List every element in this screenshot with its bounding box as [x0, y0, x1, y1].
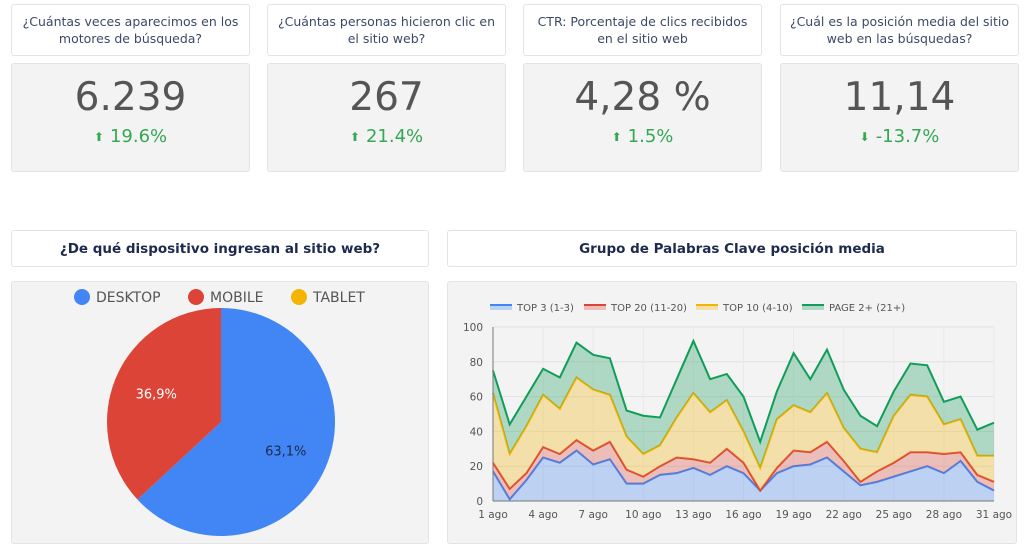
- kpi-scorecard: 6.239 ⬆ 19.6%: [11, 63, 250, 172]
- pie-slice-desktop: [137, 308, 335, 536]
- pie-chart-title: ¿De qué dispositivo ingresan al sitio we…: [11, 230, 429, 267]
- legend-line: [802, 304, 824, 306]
- legend-label: MOBILE: [210, 290, 263, 306]
- arrow-up-icon: ⬆: [93, 129, 104, 144]
- y-tick-label: 0: [476, 496, 483, 508]
- legend-line: [584, 304, 606, 306]
- area-line-series-1: [492, 438, 995, 493]
- x-tick-label: 7 ago: [578, 509, 608, 521]
- kpi-question: CTR: Porcentaje de clics recibidos en el…: [523, 4, 762, 56]
- area-line-series-3: [492, 338, 995, 445]
- legend-label: TOP 20 (11-20): [610, 303, 687, 314]
- area-fill-series-3: [493, 340, 994, 468]
- x-tick-label: 1 ago: [478, 509, 508, 521]
- legend-marker: [74, 289, 90, 305]
- arrow-down-icon: ⬇: [859, 129, 870, 144]
- x-tick-label: 16 ago: [725, 509, 761, 521]
- x-tick-label: 19 ago: [775, 509, 811, 521]
- kpi-delta: 19.6%: [109, 126, 168, 147]
- y-tick-label: 60: [470, 392, 483, 404]
- y-tick-label: 40: [470, 426, 483, 438]
- kpi-scorecard: 267 ⬆ 21.4%: [267, 63, 506, 172]
- legend-label: PAGE 2+ (21+): [829, 303, 905, 314]
- kpi-question: ¿Cuál es la posición media del sitio web…: [780, 4, 1019, 56]
- area-fill-series-1: [493, 440, 994, 500]
- legend-marker: [291, 289, 307, 305]
- y-tick-label: 100: [463, 322, 483, 334]
- area-chart-title: Grupo de Palabras Clave posición media: [447, 230, 1017, 267]
- pie-slice-mobile: [106, 308, 221, 500]
- pie-data-label: 36,9%: [136, 388, 177, 403]
- kpi-scorecard: 11,14 ⬇ -13.7%: [780, 63, 1019, 172]
- keyword-position-area-chart: 0 20 40 60 80 100 1 ago 4 ago 7 ago 10 ago 13 ago 1…: [447, 281, 1017, 544]
- device-pie-chart: DESKTOP MOBILE TABLET 63,1% 36,9%: [11, 281, 429, 544]
- kpi-delta: -13.7%: [875, 126, 940, 147]
- y-tick-label: 80: [470, 357, 483, 369]
- x-tick-label: 4 ago: [528, 509, 558, 521]
- legend-marker: [696, 304, 718, 310]
- area-line-series-2: [492, 375, 994, 471]
- legend-marker: [490, 304, 512, 310]
- arrow-up-icon: ⬆: [349, 129, 360, 144]
- legend-line: [490, 304, 512, 306]
- legend-marker: [584, 304, 606, 310]
- legend-label: DESKTOP: [96, 290, 161, 306]
- pie-data-label: 63,1%: [265, 444, 306, 459]
- legend-label: TABLET: [312, 290, 365, 306]
- kpi-delta: 1.5%: [627, 126, 674, 147]
- arrow-up-icon: ⬆: [611, 129, 622, 144]
- area-fill-series-0: [493, 450, 994, 501]
- x-tick-label: 31 ago: [976, 509, 1012, 521]
- kpi-value: 267: [349, 75, 424, 120]
- kpi-question: ¿Cuántas veces aparecimos en los motores…: [11, 4, 250, 56]
- x-tick-label: 13 ago: [675, 509, 711, 521]
- x-tick-label: 28 ago: [926, 509, 962, 521]
- legend-line: [696, 304, 718, 306]
- legend-marker: [188, 289, 204, 305]
- kpi-value: 4,28 %: [574, 75, 711, 120]
- kpi-value: 6.239: [74, 75, 187, 120]
- area-fill-series-2: [493, 377, 994, 491]
- legend-marker: [802, 304, 824, 310]
- area-line-series-0: [492, 449, 995, 501]
- legend-label: TOP 3 (1-3): [516, 303, 574, 314]
- x-tick-label: 25 ago: [876, 509, 912, 521]
- x-tick-label: 22 ago: [826, 509, 862, 521]
- kpi-scorecard: 4,28 % ⬆ 1.5%: [523, 63, 762, 172]
- kpi-value: 11,14: [843, 75, 956, 120]
- y-tick-label: 20: [470, 461, 483, 473]
- legend-label: TOP 10 (4-10): [722, 303, 793, 314]
- x-tick-label: 10 ago: [625, 509, 661, 521]
- kpi-question: ¿Cuántas personas hicieron clic en el si…: [267, 4, 506, 56]
- kpi-delta: 21.4%: [365, 126, 424, 147]
